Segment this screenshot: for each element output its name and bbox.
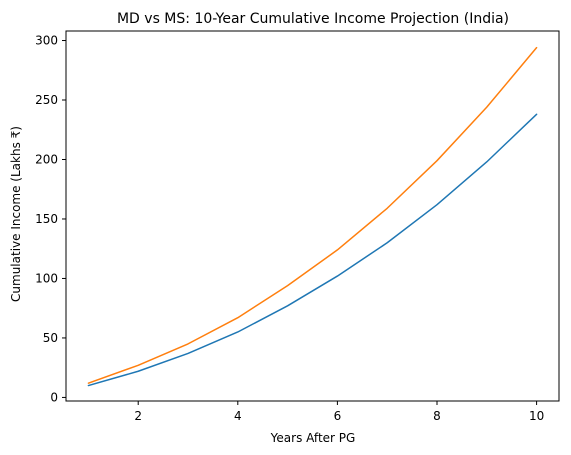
axes-frame [65, 30, 560, 402]
series-layer [87, 46, 538, 387]
y-axis-ticks: 0 50 100 150 200 250 300 [35, 34, 66, 404]
x-tick-label: 8 [433, 409, 441, 423]
x-tick-label: 6 [334, 409, 342, 423]
plot-area: 2 4 6 8 10 0 50 100 150 200 250 300 [35, 30, 560, 423]
chart-title: MD vs MS: 10-Year Cumulative Income Proj… [117, 11, 509, 27]
x-axis-label: Years After PG [270, 431, 356, 445]
x-tick-label: 4 [234, 409, 242, 423]
y-axis-label: Cumulative Income (Lakhs ₹) [9, 126, 23, 302]
y-tick-label: 150 [35, 212, 58, 226]
y-tick-label: 200 [35, 152, 58, 166]
y-tick-label: 50 [43, 331, 58, 345]
y-tick-label: 0 [50, 390, 58, 404]
y-tick-label: 300 [35, 34, 58, 48]
x-axis-ticks: 2 4 6 8 10 [134, 401, 544, 423]
x-tick-label: 10 [529, 409, 544, 423]
series-line-2 [87, 46, 538, 384]
y-tick-label: 250 [35, 93, 58, 107]
y-tick-label: 100 [35, 271, 58, 285]
series-line-1 [87, 113, 538, 387]
x-tick-label: 2 [134, 409, 142, 423]
